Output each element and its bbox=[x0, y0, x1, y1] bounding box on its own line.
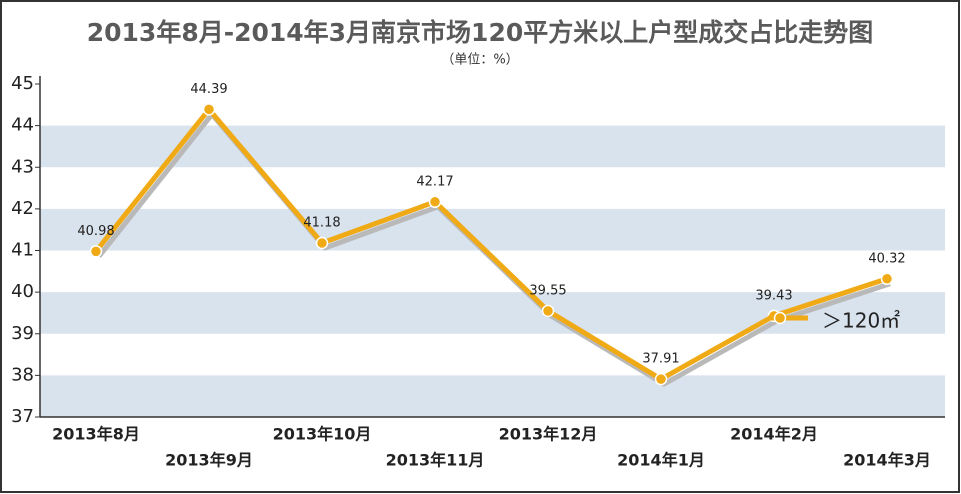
x-tick-label: 2013年8月 bbox=[52, 425, 140, 444]
chart-subtitle: （单位：%） bbox=[441, 53, 518, 68]
value-label: 37.91 bbox=[642, 352, 679, 367]
grid-band bbox=[40, 208, 945, 251]
value-label: 41.18 bbox=[303, 216, 340, 231]
value-label: 39.43 bbox=[755, 288, 792, 303]
x-tick-label: 2013年10月 bbox=[273, 425, 372, 444]
marker bbox=[315, 236, 329, 250]
line bbox=[94, 106, 888, 382]
x-tick-label: 2014年1月 bbox=[617, 451, 705, 470]
y-tick-label: 44 bbox=[11, 115, 34, 136]
y-tick-label: 41 bbox=[11, 240, 34, 261]
x-tick-label: 2014年2月 bbox=[730, 425, 818, 444]
marker bbox=[880, 272, 894, 286]
plot bbox=[89, 103, 894, 387]
marker bbox=[541, 304, 555, 318]
marker bbox=[428, 195, 442, 209]
value-label: 42.17 bbox=[416, 174, 453, 189]
legend-label: ＞120㎡ bbox=[822, 309, 900, 333]
y-tick-label: 37 bbox=[11, 406, 34, 427]
marker bbox=[89, 245, 103, 258]
value-label: 40.98 bbox=[77, 224, 114, 239]
y-tick-label: 42 bbox=[11, 198, 34, 219]
y-tick-label: 45 bbox=[11, 73, 34, 94]
y-tick-label: 40 bbox=[11, 281, 34, 302]
x-tick-label: 2014年3月 bbox=[843, 451, 931, 470]
x-tick-label: 2013年12月 bbox=[499, 425, 598, 444]
y-tick-label: 38 bbox=[11, 364, 34, 385]
legend-marker bbox=[773, 311, 787, 325]
marker bbox=[654, 372, 668, 386]
x-tick-label: 2013年9月 bbox=[165, 451, 253, 470]
y-tick-label: 39 bbox=[11, 323, 34, 344]
value-label: 44.39 bbox=[190, 82, 227, 97]
marker bbox=[202, 103, 216, 116]
grid-band bbox=[40, 292, 945, 334]
chart-title: 2013年8月-2014年3月南京市场120平方米以上户型成交占比走势图 bbox=[87, 18, 874, 47]
x-tick-label: 2013年11月 bbox=[386, 451, 485, 470]
grid-band bbox=[40, 375, 945, 417]
value-label: 39.55 bbox=[529, 283, 566, 298]
value-label: 40.32 bbox=[868, 251, 905, 266]
grid bbox=[35, 76, 945, 418]
y-tick-label: 43 bbox=[11, 156, 34, 177]
